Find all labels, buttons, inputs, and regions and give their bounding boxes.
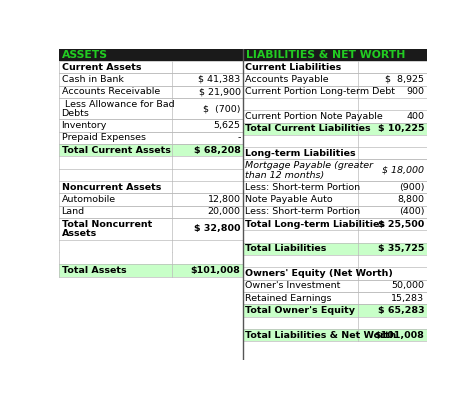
Text: Total Owner's Equity: Total Owner's Equity <box>245 306 355 315</box>
Text: $  (700): $ (700) <box>203 104 241 113</box>
Text: Prepaid Expenses: Prepaid Expenses <box>62 133 146 143</box>
Text: Accounts Payable: Accounts Payable <box>245 75 329 84</box>
Text: $101,008: $101,008 <box>374 330 424 339</box>
Text: Accounts Receivable: Accounts Receivable <box>62 87 160 96</box>
Bar <box>243 243 427 255</box>
Text: Total Current Assets: Total Current Assets <box>62 146 171 155</box>
Text: Automobile: Automobile <box>62 195 116 204</box>
Bar <box>243 329 427 341</box>
Text: Total Liabilities: Total Liabilities <box>245 244 327 253</box>
Text: $ 10,225: $ 10,225 <box>378 124 424 133</box>
Text: $ 65,283: $ 65,283 <box>378 306 424 315</box>
Text: Long-term Liabilities: Long-term Liabilities <box>245 149 356 158</box>
Text: -: - <box>237 133 241 143</box>
Text: $ 18,000: $ 18,000 <box>382 166 424 175</box>
Bar <box>243 123 427 135</box>
Text: Current Portion Long-term Debt: Current Portion Long-term Debt <box>245 87 395 96</box>
Text: Inventory: Inventory <box>62 121 107 130</box>
Text: $ 21,900: $ 21,900 <box>199 87 241 96</box>
Text: LIABILITIES & NET WORTH: LIABILITIES & NET WORTH <box>246 50 405 60</box>
Text: 8,800: 8,800 <box>397 195 424 204</box>
Text: Less Allowance for Bad: Less Allowance for Bad <box>62 100 174 109</box>
Text: $ 41,383: $ 41,383 <box>198 75 241 84</box>
Text: Total Liabilities & Net Worth: Total Liabilities & Net Worth <box>245 330 396 339</box>
Text: Assets: Assets <box>62 229 97 238</box>
Text: 50,000: 50,000 <box>391 281 424 290</box>
Text: 5,625: 5,625 <box>214 121 241 130</box>
Text: Debts: Debts <box>62 109 90 118</box>
Text: $  8,925: $ 8,925 <box>385 75 424 84</box>
Text: (400): (400) <box>399 207 424 216</box>
Text: Total Long-term Liabilities: Total Long-term Liabilities <box>245 220 385 229</box>
Text: Less: Short-term Portion: Less: Short-term Portion <box>245 183 360 192</box>
Text: $ 68,208: $ 68,208 <box>194 146 241 155</box>
Bar <box>59 144 243 156</box>
Text: Note Payable Auto: Note Payable Auto <box>245 195 333 204</box>
Text: 12,800: 12,800 <box>208 195 241 204</box>
Bar <box>59 264 243 277</box>
Text: Current Portion Note Payable: Current Portion Note Payable <box>245 112 383 121</box>
Bar <box>59 49 243 61</box>
Text: Land: Land <box>62 207 85 216</box>
Text: $ 25,500: $ 25,500 <box>378 220 424 229</box>
Text: Total Noncurrent: Total Noncurrent <box>62 220 152 229</box>
Text: Mortgage Payable (greater: Mortgage Payable (greater <box>245 162 373 171</box>
Text: Owner's Investment: Owner's Investment <box>245 281 341 290</box>
Text: $ 32,800: $ 32,800 <box>194 224 241 233</box>
Text: ASSETS: ASSETS <box>63 50 109 60</box>
Text: Total Current Liabilities: Total Current Liabilities <box>245 124 371 133</box>
Text: Cash in Bank: Cash in Bank <box>62 75 123 84</box>
Text: Current Liabilities: Current Liabilities <box>245 63 341 72</box>
Text: 20,000: 20,000 <box>208 207 241 216</box>
Bar <box>243 49 427 61</box>
Text: $ 35,725: $ 35,725 <box>378 244 424 253</box>
Text: Current Assets: Current Assets <box>62 63 141 72</box>
Text: 15,283: 15,283 <box>391 294 424 303</box>
Text: $101,008: $101,008 <box>191 266 241 275</box>
Text: Owners' Equity (Net Worth): Owners' Equity (Net Worth) <box>245 269 393 278</box>
Text: 900: 900 <box>406 87 424 96</box>
Text: Noncurrent Assets: Noncurrent Assets <box>62 183 161 192</box>
Text: Retained Earnings: Retained Earnings <box>245 294 332 303</box>
Text: Total Assets: Total Assets <box>62 266 126 275</box>
Text: Less: Short-term Portion: Less: Short-term Portion <box>245 207 360 216</box>
Bar <box>243 304 427 317</box>
Text: 400: 400 <box>406 112 424 121</box>
Text: (900): (900) <box>399 183 424 192</box>
Text: than 12 months): than 12 months) <box>245 171 325 179</box>
